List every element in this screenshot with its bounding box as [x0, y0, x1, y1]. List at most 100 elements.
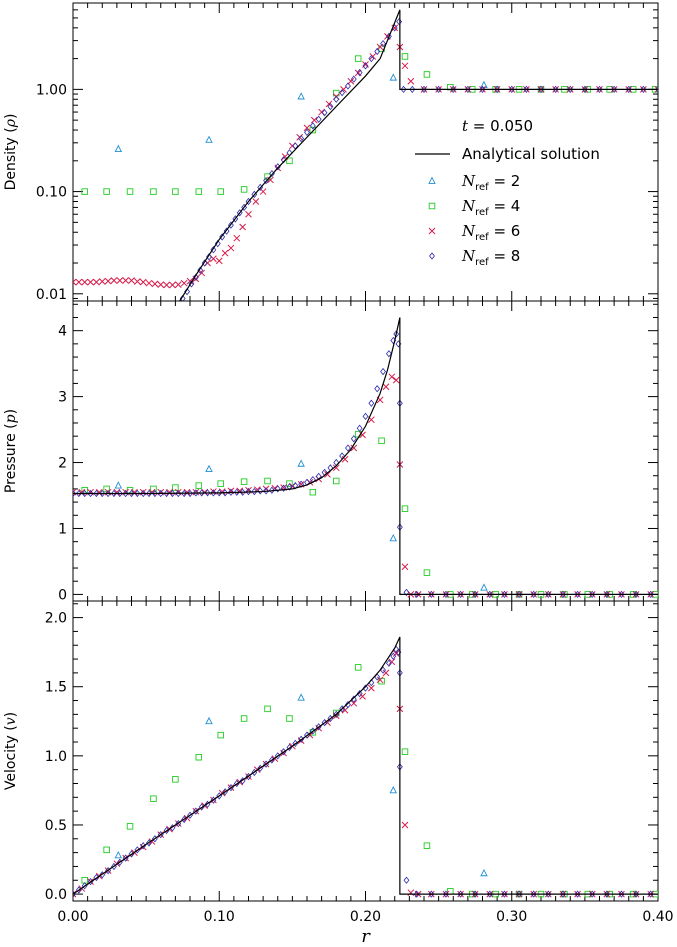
data-point	[389, 73, 398, 81]
data-point	[186, 277, 194, 285]
data-point	[480, 868, 488, 877]
y-tick-label: 1.0	[45, 749, 67, 765]
y-tick-label: 2.0	[45, 611, 67, 627]
data-point	[126, 188, 134, 195]
data-point	[204, 489, 211, 497]
data-point	[494, 85, 501, 94]
data-point	[134, 489, 141, 498]
data-point	[367, 684, 375, 692]
data-point	[104, 277, 112, 285]
data-point	[382, 383, 390, 391]
legend-marker	[429, 252, 435, 260]
series-square	[81, 430, 658, 598]
data-point	[516, 590, 522, 599]
series-cross	[73, 650, 655, 898]
data-point	[151, 489, 158, 498]
data-point	[447, 83, 454, 91]
data-point	[354, 664, 362, 671]
data-point	[78, 488, 86, 496]
data-point	[380, 40, 386, 48]
data-point	[388, 373, 396, 381]
data-point	[252, 198, 260, 205]
data-point	[297, 693, 305, 701]
data-point	[309, 126, 317, 134]
data-point	[139, 278, 147, 286]
analytical-solution-line	[73, 636, 658, 895]
data-point	[245, 487, 252, 496]
data-point	[309, 122, 316, 130]
data-point	[321, 109, 328, 117]
data-point	[73, 278, 77, 286]
data-point	[340, 86, 347, 93]
data-point	[396, 17, 403, 26]
data-point	[401, 53, 409, 60]
y-axis-label: Density (ρ)	[3, 114, 19, 191]
data-point	[423, 71, 431, 78]
data-point	[113, 488, 121, 496]
data-point	[215, 257, 223, 265]
data-point	[435, 85, 442, 94]
data-point	[195, 482, 203, 489]
data-point	[93, 489, 100, 498]
data-point	[315, 115, 322, 123]
data-point	[423, 842, 431, 849]
data-point	[347, 77, 355, 85]
data-point	[472, 590, 479, 599]
data-point	[356, 68, 363, 77]
data-point	[214, 239, 221, 248]
data-point	[264, 705, 271, 713]
legend-entry-label: Nref = 8	[461, 247, 520, 268]
data-point	[228, 221, 234, 229]
legend-marker	[428, 202, 436, 210]
data-point	[206, 253, 212, 261]
data-point	[298, 134, 305, 143]
data-point	[523, 85, 530, 94]
data-point	[443, 890, 449, 898]
data-point	[217, 188, 224, 195]
data-point	[150, 188, 157, 195]
data-point	[309, 488, 317, 496]
data-point	[110, 277, 118, 284]
data-point	[389, 533, 398, 542]
data-point	[163, 281, 170, 289]
data-point	[428, 890, 435, 898]
data-point	[581, 85, 588, 94]
data-point	[356, 689, 363, 698]
data-point	[114, 850, 123, 859]
data-point	[140, 489, 147, 498]
data-point	[401, 821, 409, 829]
data-point	[450, 85, 457, 94]
legend: t = 0.050 Analytical solution Nref = 2 Nref…	[415, 117, 600, 268]
data-point	[128, 489, 135, 498]
data-point	[222, 489, 229, 497]
data-point	[647, 590, 654, 599]
data-point	[95, 488, 103, 496]
data-point	[374, 385, 381, 393]
data-point	[205, 135, 213, 143]
data-point	[103, 846, 110, 854]
data-point	[169, 489, 176, 498]
data-point	[345, 444, 351, 452]
series-diamond	[73, 645, 654, 898]
data-point	[480, 583, 488, 591]
data-point	[116, 277, 124, 284]
data-point	[545, 890, 552, 898]
data-point	[303, 124, 311, 132]
data-point	[192, 273, 199, 281]
data-point	[122, 277, 130, 284]
data-point	[87, 489, 94, 498]
data-point	[596, 85, 603, 94]
data-point	[122, 489, 129, 498]
series-square	[81, 664, 658, 898]
data-point	[362, 62, 369, 70]
data-point	[413, 890, 420, 898]
data-point	[232, 215, 239, 223]
data-point	[362, 412, 369, 421]
data-point	[354, 55, 362, 62]
data-point	[286, 480, 293, 487]
data-point	[188, 280, 195, 288]
y-tick-label: 1.5	[45, 680, 67, 696]
data-point	[198, 269, 206, 277]
data-point	[501, 890, 508, 898]
